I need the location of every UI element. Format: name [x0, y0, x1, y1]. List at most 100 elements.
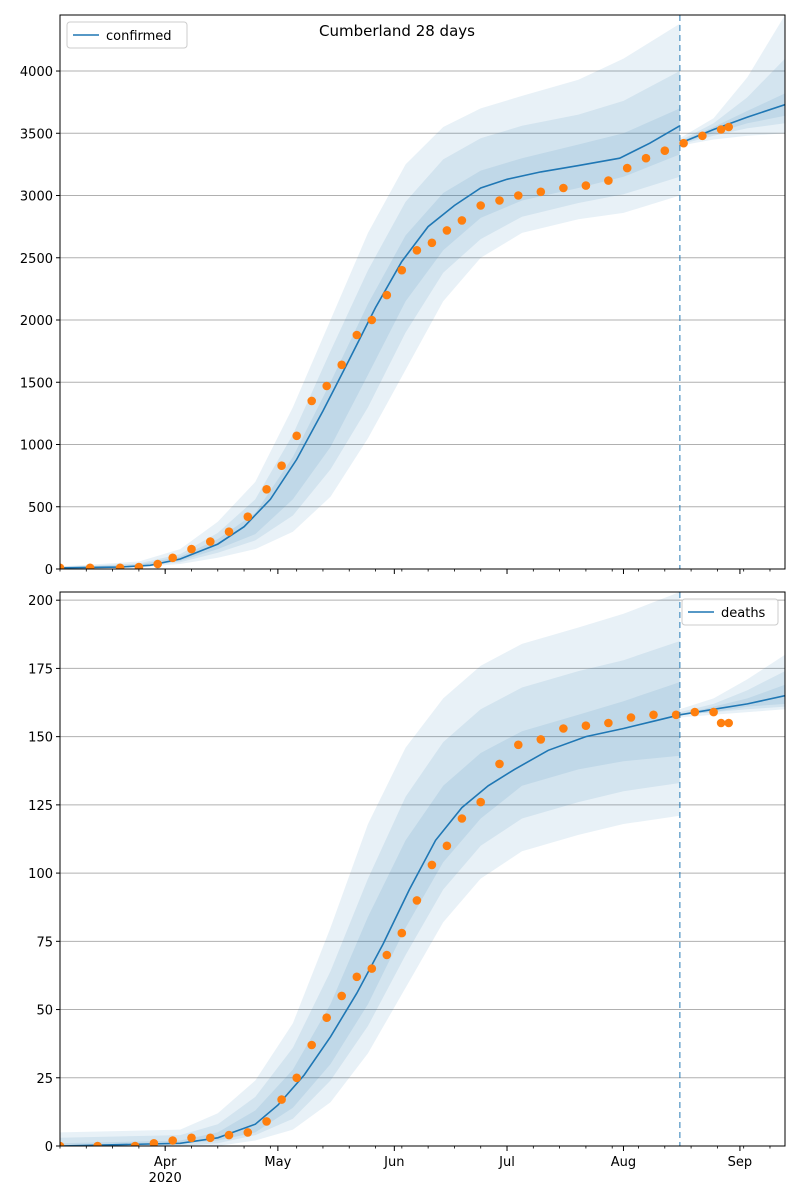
- legend-box: [66, 21, 188, 49]
- y-tick-label: 3000: [20, 190, 53, 205]
- observed-point: [536, 735, 546, 744]
- observed-point: [514, 191, 523, 200]
- observed-point: [187, 544, 196, 554]
- x-year-label: 2020: [149, 1171, 182, 1186]
- observed-point: [243, 512, 253, 521]
- observed-point: [367, 315, 377, 325]
- model-line: [60, 125, 681, 569]
- observed-point: [716, 718, 726, 728]
- y-tick-label: 0: [45, 563, 53, 578]
- observed-point: [716, 125, 726, 134]
- observed-point: [292, 431, 302, 441]
- observed-point: [60, 1141, 65, 1146]
- plot-area: [60, 592, 785, 1146]
- observed-point: [581, 181, 591, 190]
- y-tick-label: 3500: [20, 127, 53, 142]
- observed-point: [397, 265, 407, 275]
- y-tick-label: 75: [36, 935, 53, 950]
- confirmed-panel: 0 500 1000 1500 2000 2500 3000 3500 4000 confirme…: [20, 14, 786, 578]
- observed-point: [60, 563, 65, 569]
- uncertainty-band: [60, 592, 680, 1146]
- observed-point: [397, 928, 407, 938]
- observed-point: [149, 1139, 159, 1146]
- axes-frame: [59, 14, 786, 570]
- observed-point: [168, 1136, 177, 1145]
- observed-point: [307, 396, 317, 406]
- observed-point: [476, 797, 486, 807]
- observed-point: [322, 381, 332, 391]
- observed-point: [671, 710, 681, 720]
- observed-point: [536, 187, 546, 197]
- x-tick-label: Aug: [611, 1155, 636, 1170]
- model-line: [60, 714, 680, 1146]
- observed-point: [442, 226, 452, 235]
- observed-point: [130, 1141, 140, 1146]
- observed-point: [262, 485, 271, 494]
- uncertainty-band: [60, 641, 680, 1146]
- observed-point: [412, 896, 422, 905]
- observed-point: [307, 1040, 317, 1050]
- y-tick-label: 4000: [20, 65, 53, 80]
- observed-point: [322, 1013, 332, 1022]
- observed-point: [427, 860, 437, 870]
- observed-point: [292, 1073, 302, 1083]
- chart-title: Cumberland 28 days: [319, 22, 475, 40]
- observed-point: [206, 537, 215, 546]
- x-tick-label: Jun: [383, 1155, 404, 1170]
- uncertainty-band: [60, 23, 680, 569]
- axes-frame: [59, 591, 786, 1147]
- observed-point: [581, 721, 591, 730]
- observed-point: [709, 707, 718, 717]
- observed-point: [495, 759, 504, 769]
- observed-point: [724, 718, 733, 728]
- observed-point: [641, 153, 651, 163]
- y-tick-label: 200: [28, 594, 53, 609]
- y-tick-label: 500: [28, 501, 53, 516]
- observed-point: [168, 553, 177, 563]
- observed-point: [476, 201, 486, 210]
- observed-point: [115, 563, 125, 569]
- observed-point: [514, 740, 523, 750]
- observed-point: [352, 330, 362, 340]
- uncertainty-band: [679, 93, 785, 144]
- observed-point: [382, 290, 392, 300]
- observed-point: [337, 991, 347, 1001]
- observed-point: [495, 196, 504, 205]
- observed-point: [724, 122, 733, 132]
- observed-point: [277, 461, 286, 471]
- observed-point: [412, 246, 422, 255]
- x-tick-label: Jul: [498, 1155, 515, 1170]
- observed-point: [679, 138, 688, 148]
- observed-point: [277, 1095, 286, 1104]
- x-tick-label: Apr: [154, 1155, 177, 1170]
- observed-point: [187, 1133, 196, 1143]
- observed-point: [337, 360, 347, 370]
- observed-point: [224, 1130, 234, 1140]
- observed-point: [206, 1133, 215, 1143]
- observed-point: [559, 724, 568, 733]
- uncertainty-band: [60, 682, 680, 1146]
- uncertainty-band: [679, 671, 785, 715]
- observed-point: [243, 1128, 253, 1137]
- y-tick-label: 125: [28, 799, 53, 814]
- plot-area: [60, 15, 785, 569]
- y-tick-label: 175: [28, 662, 53, 677]
- y-tick-label: 1000: [20, 439, 53, 454]
- observed-point: [622, 163, 632, 173]
- y-tick-label: 2500: [20, 252, 53, 267]
- observed-point: [85, 563, 95, 569]
- observed-point: [457, 814, 467, 823]
- observed-point: [660, 146, 670, 155]
- observed-point: [604, 718, 613, 728]
- observed-point: [352, 972, 362, 982]
- observed-point: [134, 562, 144, 569]
- y-tick-label: 2000: [20, 314, 53, 329]
- y-tick-label: 1500: [20, 376, 53, 391]
- observed-point: [262, 1117, 271, 1126]
- x-tick-label: Sep: [728, 1155, 753, 1170]
- legend: confirmed: [66, 21, 188, 49]
- legend-box: [681, 598, 779, 626]
- x-tick-label: May: [264, 1155, 291, 1170]
- y-tick-label: 100: [28, 867, 53, 882]
- observed-point: [604, 176, 613, 185]
